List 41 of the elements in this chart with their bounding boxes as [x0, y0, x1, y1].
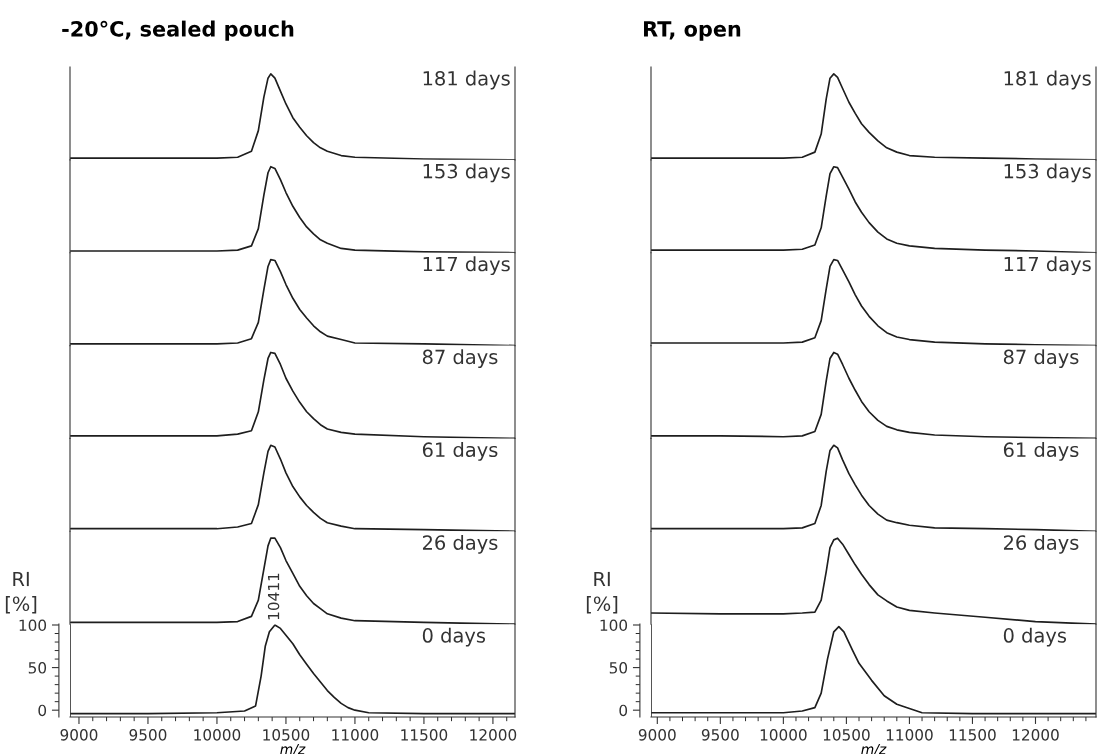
annotation: 153 days: [1004, 163, 1091, 183]
annotation: 0 days: [1003, 627, 1067, 647]
annotation: 10411: [267, 573, 280, 620]
x-tick-label: 10000: [760, 729, 807, 741]
line-series: [651, 625, 1096, 715]
annotation: 26 days: [1003, 534, 1079, 554]
x-tick-label: 9500: [701, 729, 739, 741]
x-tick-label: 12000: [470, 729, 517, 741]
annotation: 181 days: [423, 70, 510, 90]
annotation: 117 days: [1004, 256, 1091, 276]
line-series: [70, 624, 515, 715]
y-tick-label: 100: [600, 619, 628, 632]
y-axis-title: RI [%]: [586, 571, 618, 614]
x-tick-label: 12000: [1012, 729, 1059, 741]
annotation: 153 days: [423, 163, 510, 183]
y-tick-label: 50: [609, 662, 628, 674]
annotation: 26 days: [422, 534, 498, 554]
x-tick-label: 10500: [823, 729, 870, 741]
chart-title: -20°C, sealed pouch: [62, 20, 294, 41]
annotation: 61 days: [1003, 442, 1079, 461]
annotation: 0 days: [422, 627, 486, 647]
y-tick-label: 50: [28, 662, 47, 674]
annotation: 87 days: [422, 349, 498, 368]
y-tick-label: 0: [38, 704, 47, 717]
x-tick-label: 11000: [332, 729, 379, 741]
annotation: 117 days: [423, 256, 510, 276]
x-tick-label: 9000: [60, 729, 98, 741]
x-tick-label: 11500: [949, 729, 996, 741]
x-tick-label: 10500: [263, 729, 310, 741]
x-tick-label: 9000: [638, 729, 676, 741]
y-tick-label: 100: [19, 619, 47, 632]
annotation: 61 days: [422, 442, 498, 461]
annotation: 181 days: [1004, 70, 1091, 90]
x-tick-label: 11500: [401, 729, 448, 741]
x-tick-label: 9500: [129, 729, 167, 741]
y-tick-label: 0: [619, 704, 628, 717]
x-tick-label: 11000: [886, 729, 933, 741]
x-tick-label: 10000: [194, 729, 241, 741]
chart-title: RT, open: [644, 21, 741, 41]
annotation: 87 days: [1003, 349, 1079, 368]
y-axis-title: RI [%]: [5, 571, 37, 614]
